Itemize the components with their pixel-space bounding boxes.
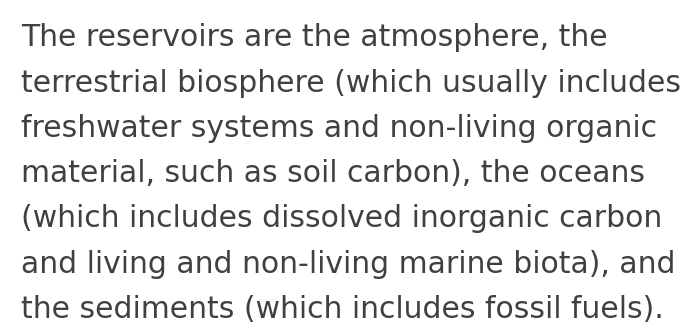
Text: and living and non-living marine biota), and: and living and non-living marine biota),…	[21, 250, 675, 279]
Text: (which includes dissolved inorganic carbon: (which includes dissolved inorganic carb…	[21, 204, 662, 233]
Text: the sediments (which includes fossil fuels).: the sediments (which includes fossil fue…	[21, 295, 663, 324]
Text: freshwater systems and non-living organic: freshwater systems and non-living organi…	[21, 114, 656, 143]
Text: material, such as soil carbon), the oceans: material, such as soil carbon), the ocea…	[21, 159, 645, 188]
Text: The reservoirs are the atmosphere, the: The reservoirs are the atmosphere, the	[21, 23, 608, 52]
Text: terrestrial biosphere (which usually includes: terrestrial biosphere (which usually inc…	[21, 69, 680, 98]
